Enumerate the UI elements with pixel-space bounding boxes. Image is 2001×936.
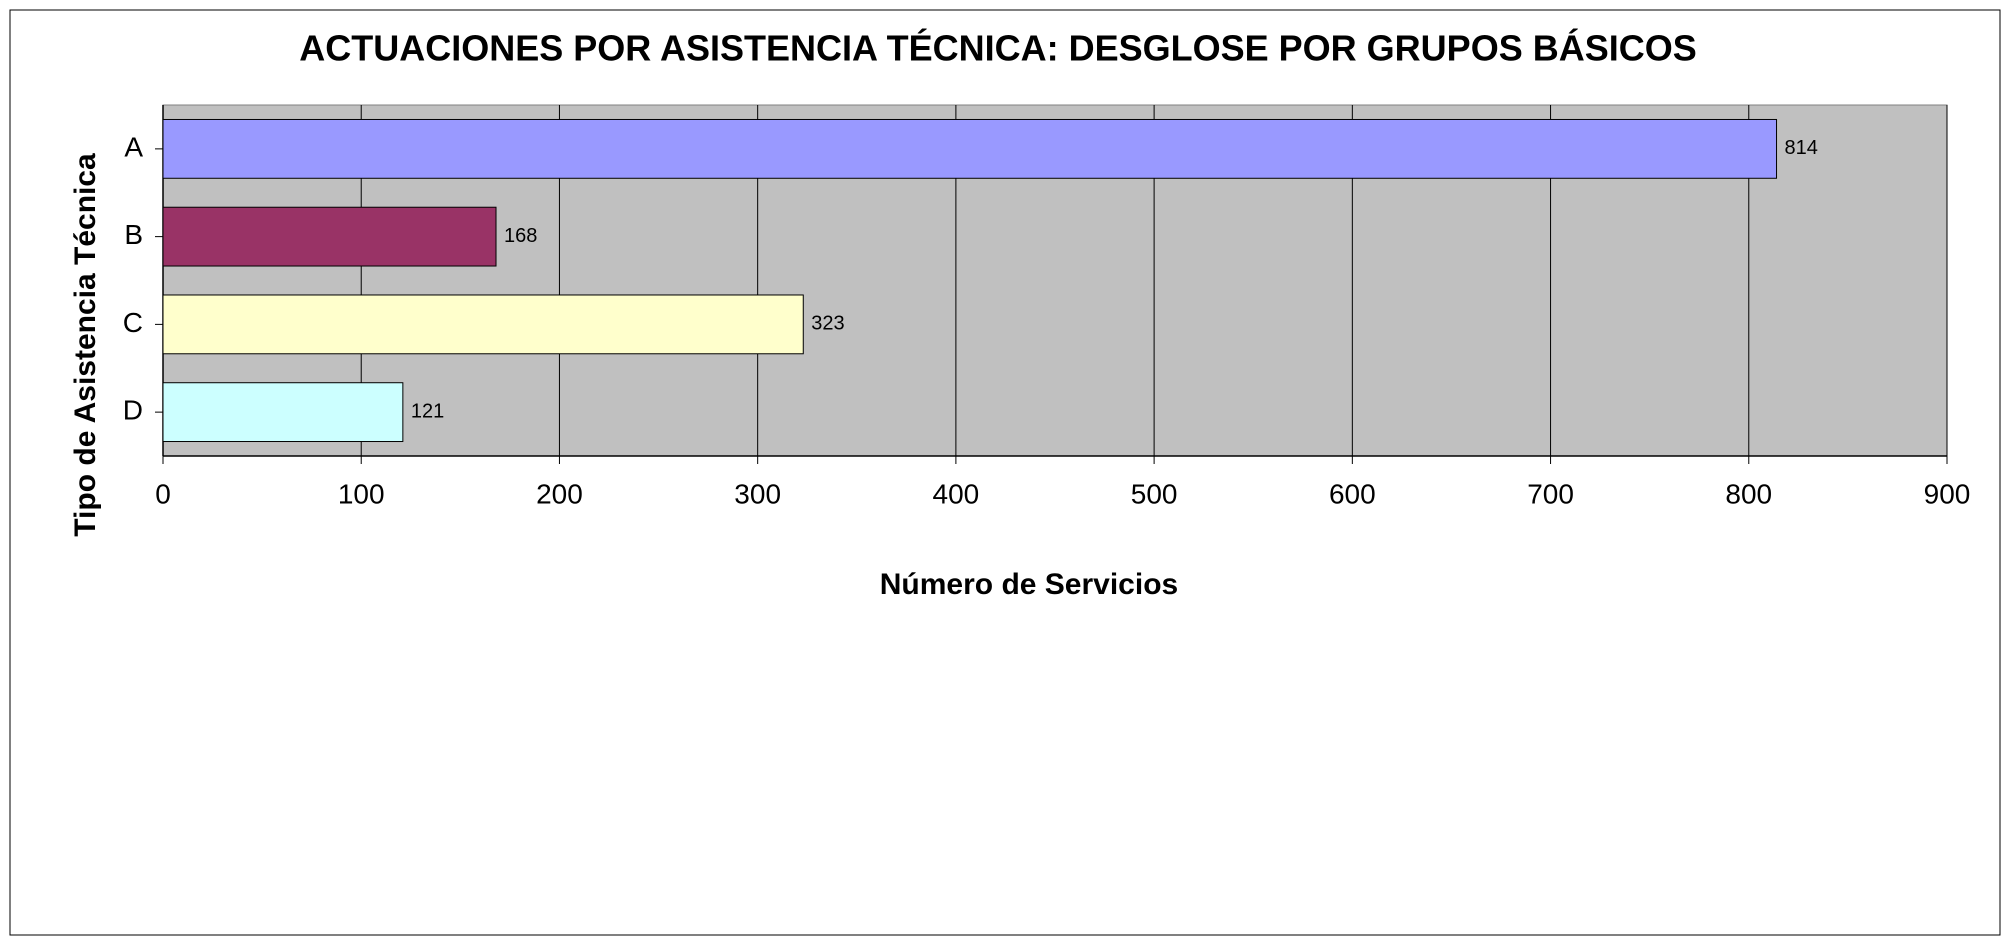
x-tick-label: 300: [734, 478, 781, 509]
x-tick-label: 900: [1924, 478, 1971, 509]
bar: [162, 118, 1778, 179]
y-tick-label: B: [124, 219, 143, 250]
x-tick-label: 400: [933, 478, 980, 509]
y-axis-title: Tipo de Asistencia Técnica: [69, 153, 102, 537]
y-tick-label: C: [123, 307, 143, 338]
data-label: 168: [504, 225, 537, 247]
x-tick-label: 600: [1329, 478, 1376, 509]
x-axis-title: Número de Servicios: [880, 568, 1178, 601]
data-label: 323: [811, 313, 844, 335]
data-label: 121: [411, 400, 444, 422]
x-tick-label: 800: [1725, 478, 1772, 509]
bar: [162, 294, 804, 355]
data-label: 814: [1785, 137, 1818, 159]
x-tick-label: 500: [1131, 478, 1178, 509]
bar: [162, 206, 497, 267]
x-tick-label: 0: [155, 478, 171, 509]
bar: [162, 382, 404, 443]
x-tick-label: 700: [1527, 478, 1574, 509]
y-tick-label: D: [123, 395, 143, 426]
x-tick-label: 200: [536, 478, 583, 509]
x-tick-label: 100: [338, 478, 385, 509]
y-tick-label: A: [124, 131, 143, 162]
chart-title: ACTUACIONES POR ASISTENCIA TÉCNICA: DESG…: [299, 28, 1696, 69]
